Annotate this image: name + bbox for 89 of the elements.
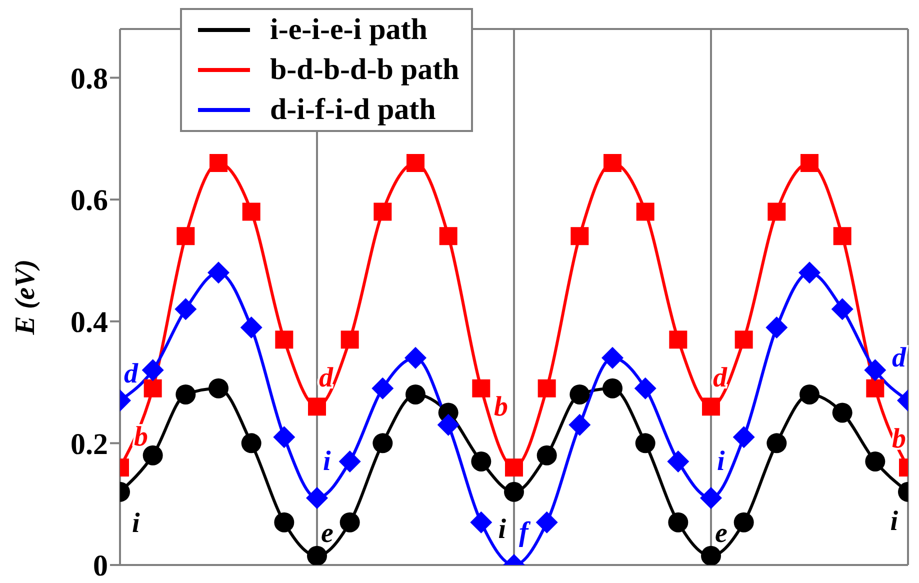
y-tick-label: 0.6 (70, 184, 108, 218)
annotation: i (717, 446, 725, 477)
point (832, 402, 852, 423)
point (604, 154, 622, 172)
point (274, 512, 294, 532)
point (404, 346, 426, 369)
legend-label: d-i-f-i-d path (270, 92, 436, 128)
point (732, 426, 755, 448)
point (504, 482, 524, 502)
point (437, 414, 460, 436)
point (734, 330, 753, 349)
point (701, 546, 721, 565)
point (142, 445, 163, 466)
point (602, 378, 622, 398)
y-tick-label: 0.4 (70, 306, 108, 340)
point (702, 398, 720, 416)
point (273, 426, 296, 448)
point (340, 330, 359, 349)
point (798, 262, 820, 284)
point (142, 359, 164, 382)
point (308, 398, 326, 416)
legend-label: i-e-i-e-i path (270, 12, 428, 48)
point (866, 379, 884, 398)
annotation: d (124, 358, 139, 390)
point (766, 433, 787, 454)
point (833, 227, 852, 246)
point (570, 227, 589, 246)
annotation: i (890, 506, 898, 537)
point (374, 202, 392, 221)
point (338, 450, 361, 472)
point (406, 154, 424, 172)
point (570, 384, 590, 404)
point (176, 384, 196, 404)
point (536, 511, 558, 534)
point (768, 202, 786, 221)
annotation: d (319, 362, 334, 394)
point (208, 262, 230, 284)
annotation: d (892, 342, 907, 374)
annotation: e (715, 518, 728, 549)
y-tick-label: 0.8 (70, 62, 108, 96)
point (636, 202, 654, 221)
legend-label: b-d-b-d-b path (270, 52, 460, 88)
point (144, 379, 162, 398)
point (241, 433, 262, 454)
point (766, 316, 788, 338)
point (800, 154, 818, 172)
point (734, 512, 754, 532)
point (800, 384, 820, 404)
point (208, 378, 228, 398)
y-axis-title: E (eV) (10, 259, 41, 336)
point (538, 379, 556, 398)
annotation: i (323, 446, 331, 477)
point (372, 377, 394, 400)
y-tick-label: 0 (93, 550, 108, 583)
point (210, 154, 228, 172)
annotation: b (494, 392, 508, 423)
point (865, 451, 886, 472)
point (340, 512, 360, 532)
annotation: d (713, 362, 728, 394)
point (472, 379, 490, 398)
point (176, 227, 195, 246)
point (536, 445, 557, 466)
point (831, 298, 854, 320)
point (406, 384, 426, 404)
point (568, 414, 591, 436)
point (505, 458, 523, 477)
point (242, 202, 260, 221)
point (700, 487, 722, 509)
annotation: f (519, 517, 531, 548)
point (602, 346, 624, 369)
point (470, 511, 492, 534)
point (635, 433, 656, 454)
point (634, 377, 656, 400)
point (439, 227, 458, 246)
point (307, 546, 327, 565)
point (275, 330, 294, 349)
point (667, 450, 690, 472)
point (240, 316, 262, 338)
point (372, 433, 393, 454)
annotation: i (132, 508, 140, 539)
point (864, 359, 886, 382)
annotation: i (498, 514, 506, 545)
point (306, 487, 328, 509)
annotation: e (321, 518, 334, 549)
point (471, 451, 492, 472)
point (174, 298, 197, 320)
point (669, 330, 688, 349)
y-tick-label: 0.2 (70, 428, 108, 461)
point (668, 512, 688, 532)
